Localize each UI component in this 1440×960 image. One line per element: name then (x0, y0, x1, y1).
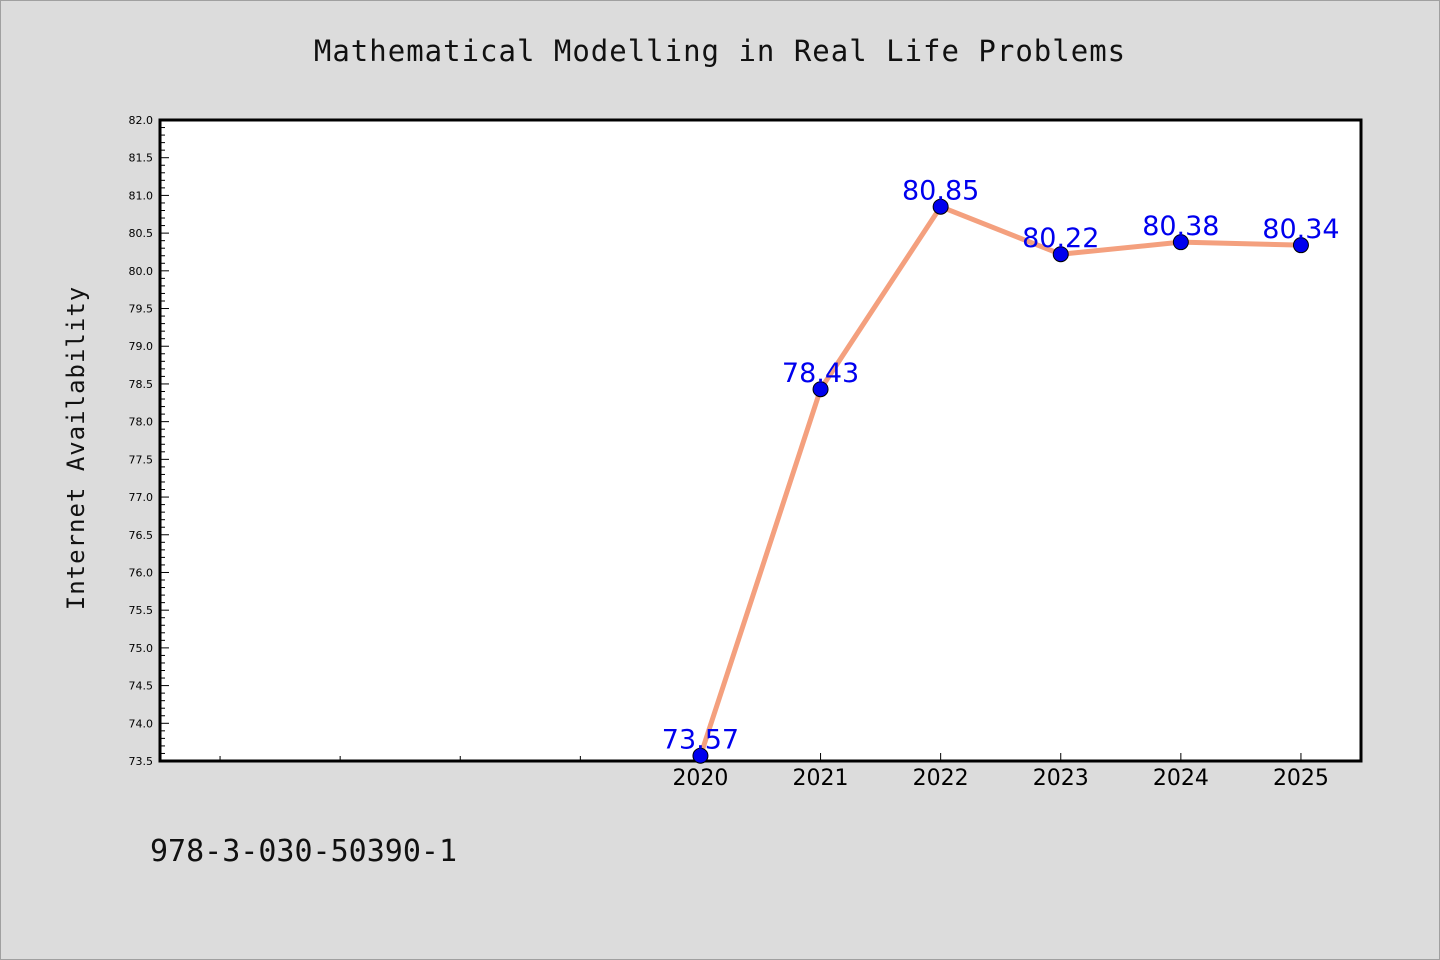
data-point (692, 747, 709, 764)
y-tick-label: 77.0 (129, 491, 154, 504)
plot-area (158, 118, 1363, 763)
y-tick-label: 79.0 (129, 340, 154, 353)
x-tick-label: 2024 (1153, 766, 1209, 791)
x-tick-label: 2022 (913, 766, 969, 791)
y-tick-label: 78.5 (129, 378, 154, 391)
y-tick-label: 80.0 (129, 265, 154, 278)
data-label: 80.34 (1262, 214, 1339, 245)
chart-title: Mathematical Modelling in Real Life Prob… (313, 34, 1127, 68)
y-tick-label: 82.0 (129, 114, 154, 127)
y-tick-label: 73.5 (129, 755, 154, 768)
y-tick-label: 80.5 (129, 227, 154, 240)
y-tick-label: 76.0 (129, 566, 154, 579)
data-label: 78.43 (782, 358, 859, 389)
series-line (697, 204, 1304, 759)
x-tick-label: 2023 (1033, 766, 1089, 791)
data-point (1172, 234, 1189, 251)
data-point (812, 381, 829, 398)
y-tick-label: 79.5 (129, 303, 154, 316)
data-label: 73.57 (662, 725, 739, 756)
isbn-text: 978-3-030-50390-1 (150, 834, 458, 869)
x-tick-label: 2021 (793, 766, 849, 791)
y-tick-label: 75.0 (129, 642, 154, 655)
y-tick-label: 77.5 (129, 453, 154, 466)
y-tick-label: 74.0 (129, 717, 154, 730)
y-tick-label: 81.0 (129, 189, 154, 202)
data-label: 80.22 (1022, 223, 1099, 254)
y-tick-label: 78.0 (129, 416, 154, 429)
y-tick-label: 75.5 (129, 604, 154, 617)
data-label: 80.85 (902, 176, 979, 207)
data-point (932, 198, 949, 215)
x-tick-label: 2025 (1273, 766, 1329, 791)
x-tick-label: 2020 (672, 766, 728, 791)
y-tick-label: 74.5 (129, 680, 154, 693)
data-point (1292, 237, 1309, 254)
data-label: 80.38 (1142, 211, 1219, 242)
y-tick-label: 76.5 (129, 529, 154, 542)
data-point (1052, 246, 1069, 263)
y-tick-label: 81.5 (129, 152, 154, 165)
